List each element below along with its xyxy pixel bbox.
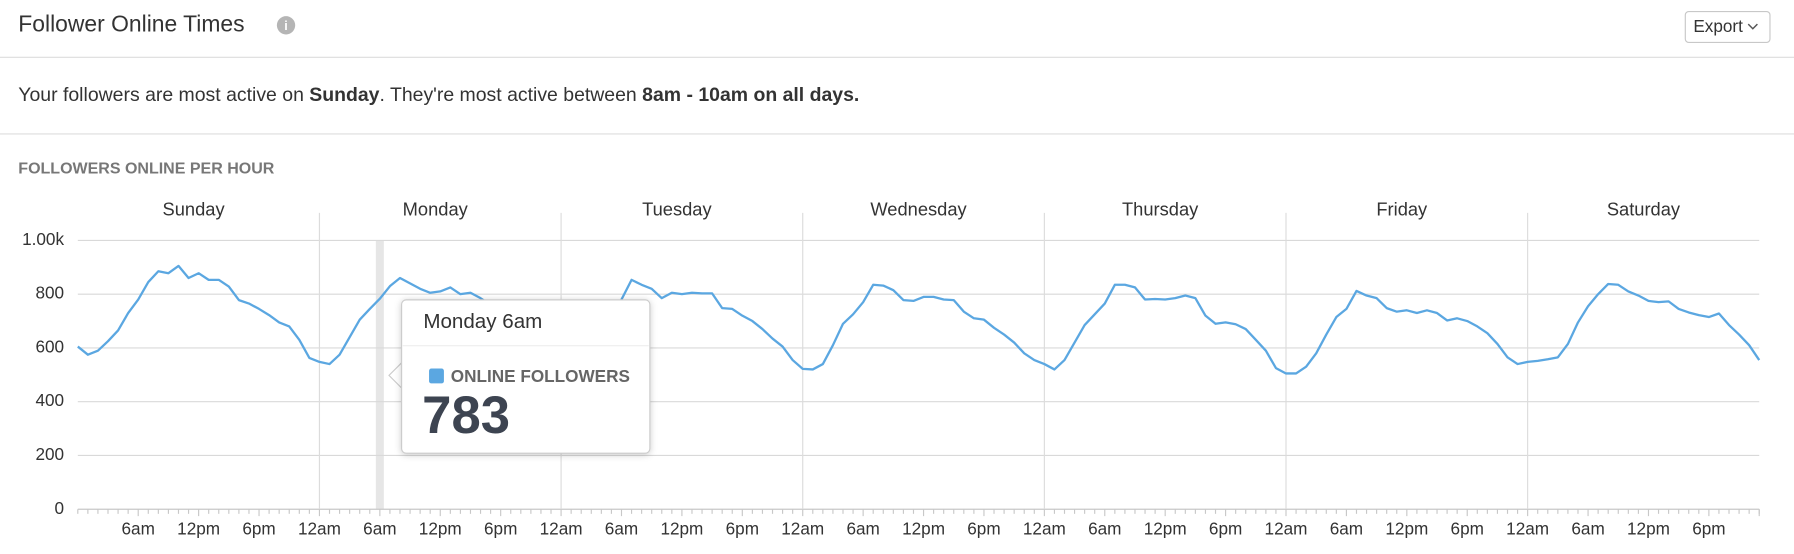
x-tick-label: 6pm xyxy=(1692,518,1725,538)
info-circle xyxy=(276,16,296,35)
day-label: Friday xyxy=(1376,198,1428,219)
x-tick-label: 6pm xyxy=(1209,518,1242,538)
x-tick-label: 6am xyxy=(122,518,155,538)
summary-text: . They're most active between xyxy=(380,84,643,106)
x-tick-label: 6am xyxy=(846,518,879,538)
y-tick-label: 0 xyxy=(55,498,65,518)
x-tick-label: 12pm xyxy=(177,518,220,538)
summary-time: 8am - 10am on all days. xyxy=(642,84,859,106)
summary-text: Your followers are most active on xyxy=(18,84,309,106)
x-tick-label: 6pm xyxy=(484,518,517,538)
x-tick-label: 12am xyxy=(540,518,583,538)
x-tick-label: 12am xyxy=(1506,518,1549,538)
legend-swatch xyxy=(429,368,444,384)
button-caret xyxy=(1747,23,1758,30)
button-label: Export xyxy=(1693,16,1743,36)
tooltip-title: Monday 6am xyxy=(423,310,542,333)
x-tick-label: 12am xyxy=(1023,518,1066,538)
button-frame xyxy=(1684,10,1771,44)
plot: 0 200 400 600 800 1.00k Sunday Monday Tuesday Wed… xyxy=(22,198,1761,538)
day-label: Wednesday xyxy=(870,198,967,219)
y-tick-label: 200 xyxy=(35,444,64,464)
y-tick-label: 800 xyxy=(35,283,64,303)
x-tick-label: 12pm xyxy=(419,518,462,538)
x-tick-label: 12am xyxy=(1265,518,1308,538)
series-line xyxy=(77,264,1761,375)
x-tick-label: 12pm xyxy=(1144,518,1187,538)
info-icon[interactable]: i xyxy=(276,16,296,35)
x-tick-label: 6pm xyxy=(242,518,275,538)
day-label: Sunday xyxy=(163,198,226,219)
x-tick-label: 6pm xyxy=(967,518,1000,538)
day-label: Monday xyxy=(403,198,469,219)
tooltip-pointer xyxy=(388,360,404,391)
tooltip-value: 783 xyxy=(422,386,510,445)
panel-title: Follower Online Times xyxy=(18,10,244,36)
x-tick-label: 12pm xyxy=(660,518,703,538)
x-tick-label: 12pm xyxy=(1385,518,1428,538)
x-tick-label: 6am xyxy=(605,518,638,538)
x-tick-label: 6am xyxy=(363,518,396,538)
x-tick-label: 6am xyxy=(1088,518,1121,538)
x-tick-label: 12am xyxy=(781,518,824,538)
x-tick-label: 6am xyxy=(1571,518,1604,538)
summary: Your followers are most active on Sunday… xyxy=(18,84,859,106)
y-tick-label: 400 xyxy=(35,390,64,410)
hover-band xyxy=(375,240,384,510)
day-label: Tuesday xyxy=(642,198,712,219)
y-tick-label: 1.00k xyxy=(22,229,64,249)
x-tick-label: 6pm xyxy=(1451,518,1484,538)
summary-day: Sunday xyxy=(309,84,379,106)
info-glyph: i xyxy=(284,19,288,33)
legend-label: ONLINE FOLLOWERS xyxy=(451,366,630,386)
day-label: Saturday xyxy=(1607,198,1681,219)
y-tick-label: 600 xyxy=(35,336,64,356)
tooltip-box xyxy=(401,299,651,454)
tooltip: Monday 6am ONLINE FOLLOWERS 783 xyxy=(388,299,651,454)
day-label: Thursday xyxy=(1122,198,1199,219)
x-tick-label: 12am xyxy=(298,518,341,538)
chart-title: FOLLOWERS ONLINE PER HOUR xyxy=(18,161,274,178)
x-tick-label: 12pm xyxy=(1627,518,1670,538)
x-tick-label: 6am xyxy=(1330,518,1363,538)
x-tick-label: 12pm xyxy=(902,518,945,538)
export-button[interactable]: Export xyxy=(1684,10,1771,44)
x-tick-label: 6pm xyxy=(726,518,759,538)
